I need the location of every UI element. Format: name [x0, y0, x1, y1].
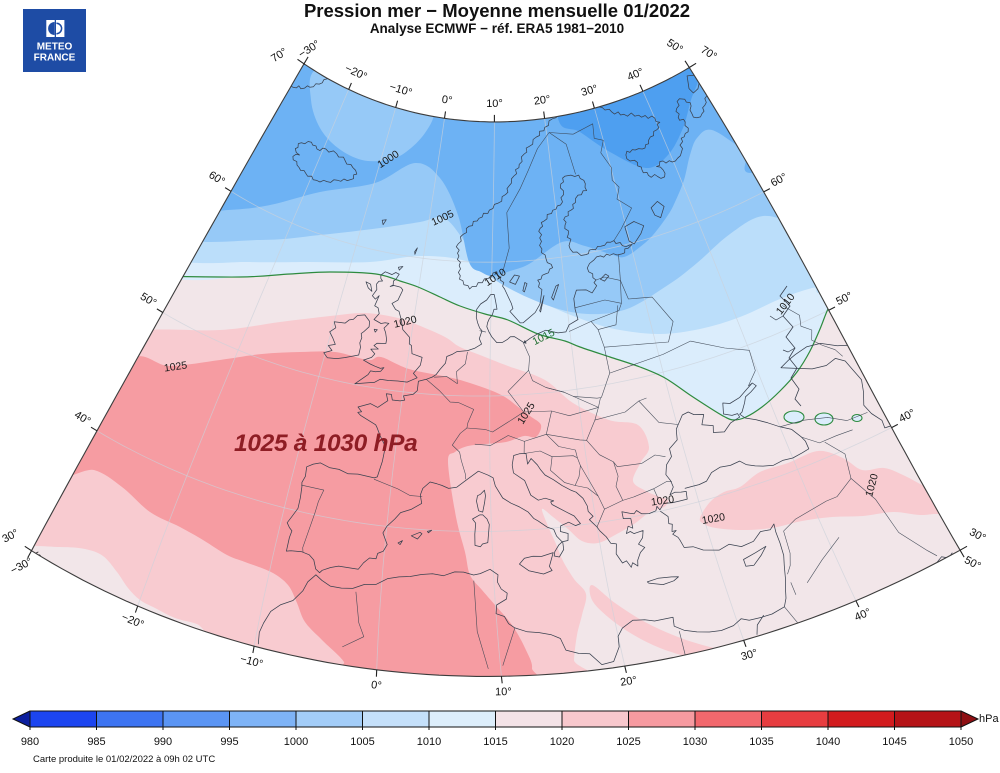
svg-text:20°: 20° [533, 94, 551, 108]
svg-text:FRANCE: FRANCE [34, 53, 76, 64]
svg-text:1040: 1040 [816, 736, 840, 748]
svg-text:1050: 1050 [949, 736, 973, 748]
svg-text:0°: 0° [441, 94, 453, 107]
svg-text:985: 985 [87, 736, 105, 748]
svg-text:1030: 1030 [683, 736, 707, 748]
svg-text:hPa: hPa [979, 713, 999, 725]
svg-text:10°: 10° [495, 686, 512, 698]
svg-text:980: 980 [21, 736, 39, 748]
svg-text:995: 995 [220, 736, 238, 748]
svg-text:1025: 1025 [616, 736, 640, 748]
svg-text:Analyse ECMWF − réf. ERA5 1981: Analyse ECMWF − réf. ERA5 1981−2010 [370, 21, 624, 36]
svg-text:Pression mer − Moyenne mensuel: Pression mer − Moyenne mensuelle 01/2022 [304, 0, 690, 21]
svg-text:20°: 20° [619, 674, 637, 688]
svg-text:1005: 1005 [350, 736, 374, 748]
svg-text:METEO: METEO [37, 42, 73, 53]
svg-text:0°: 0° [370, 679, 382, 692]
svg-text:10°: 10° [486, 98, 503, 110]
svg-text:1025 à 1030 hPa: 1025 à 1030 hPa [234, 430, 418, 457]
svg-text:1020: 1020 [550, 736, 574, 748]
svg-text:Carte produite le 01/02/2022 à: Carte produite le 01/02/2022 à 09h 02 UT… [33, 754, 215, 765]
svg-text:1000: 1000 [284, 736, 308, 748]
svg-text:1035: 1035 [749, 736, 773, 748]
svg-text:1010: 1010 [417, 736, 441, 748]
svg-text:990: 990 [154, 736, 172, 748]
svg-text:1015: 1015 [483, 736, 507, 748]
svg-text:1045: 1045 [882, 736, 906, 748]
